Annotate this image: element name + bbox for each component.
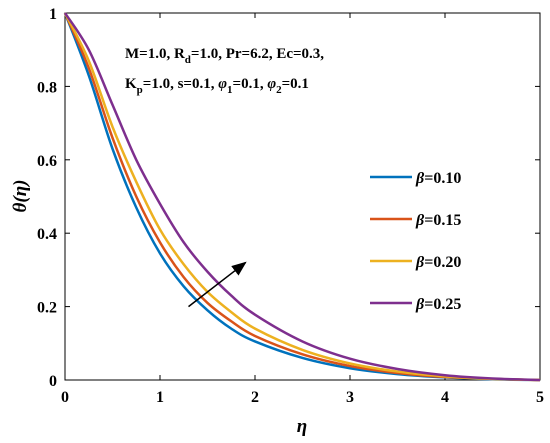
- legend: β=0.10 β=0.15 β=0.20 β=0.25: [370, 170, 461, 313]
- trend-arrow: [188, 261, 247, 308]
- legend-label-1: β=0.10: [415, 170, 461, 187]
- x-tick-label: 4: [441, 389, 449, 406]
- y-tick-label: 1: [49, 6, 57, 23]
- series-line-4: [63, 12, 541, 382]
- series-group: [63, 12, 541, 382]
- y-tick-label: 0.2: [37, 300, 57, 317]
- ticks: 0 1 2 3 4 5 0 0.2 0.4 0.6 0.8 1: [37, 6, 544, 406]
- y-tick-label: 0: [49, 373, 57, 390]
- x-tick-label: 0: [61, 389, 69, 406]
- x-axis-label: η: [297, 416, 307, 437]
- y-tick-label: 0.8: [37, 79, 57, 96]
- legend-label-2: β=0.15: [415, 212, 461, 229]
- x-tick-label: 2: [251, 389, 259, 406]
- y-tick-label: 0.4: [37, 226, 57, 243]
- y-tick-label: 0.6: [37, 153, 57, 170]
- x-tick-label: 5: [536, 389, 544, 406]
- annotation-line-2: Kp=1.0, s=0.1, φ1=0.1, φ2=0.1: [125, 76, 309, 96]
- legend-label-4: β=0.25: [415, 296, 461, 313]
- x-tick-label: 1: [156, 389, 164, 406]
- y-axis-label: θ(η): [10, 180, 31, 213]
- x-tick-label: 3: [346, 389, 354, 406]
- annotation-line-1: M=1.0, Rd=1.0, Pr=6.2, Ec=0.3,: [125, 46, 324, 66]
- series-line-3: [63, 12, 541, 382]
- legend-label-3: β=0.20: [415, 254, 461, 271]
